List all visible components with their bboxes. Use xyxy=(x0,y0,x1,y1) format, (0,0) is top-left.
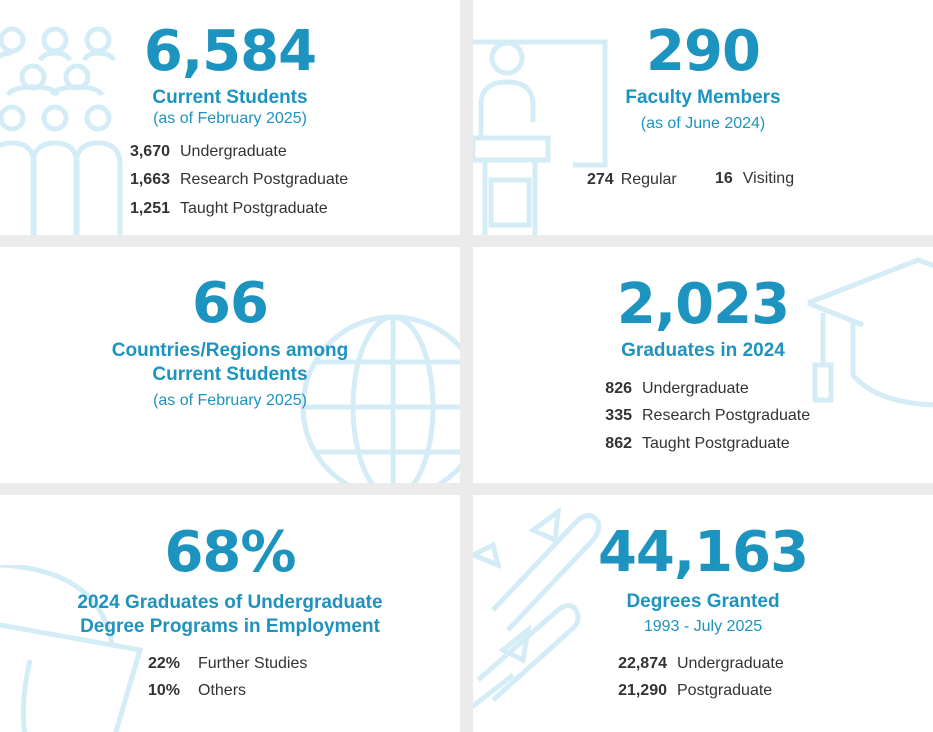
breakdown-number: 335 xyxy=(605,407,632,424)
breakdown-number: 16 xyxy=(715,170,733,187)
list-item: 1,251 Taught Postgraduate xyxy=(120,200,328,218)
list-item: 3,670 Undergraduate xyxy=(120,143,287,161)
breakdown-number: 826 xyxy=(605,380,632,397)
degrees-note: 1993 - July 2025 xyxy=(643,618,763,635)
breakdown-number: 21,290 xyxy=(618,682,667,699)
list-item: 826 Undergraduate xyxy=(600,380,749,398)
list-item: 10% Others xyxy=(148,682,246,700)
faculty-members-note: (as of June 2024) xyxy=(640,115,766,132)
list-item: 16 Visiting xyxy=(715,170,794,188)
breakdown-number: 3,670 xyxy=(129,143,170,160)
current-students-title: Current Students xyxy=(152,87,308,108)
list-item: 1,663 Research Postgraduate xyxy=(120,171,348,189)
breakdown-label: Undergraduate xyxy=(677,655,784,672)
breakdown-label: Undergraduate xyxy=(642,380,749,397)
card-countries-regions: 66 Countries/Regions among Current Stude… xyxy=(0,247,460,483)
graduates-value: 2,023 xyxy=(616,272,790,337)
card-faculty-members: 290 Faculty Members (as of June 2024) 27… xyxy=(473,0,933,235)
current-students-note: (as of February 2025) xyxy=(153,110,307,127)
list-item: 22,874 Undergraduate xyxy=(611,655,784,673)
breakdown-number: 274 xyxy=(587,171,614,188)
breakdown-label: Others xyxy=(198,682,247,699)
breakdown-number: 1,251 xyxy=(129,200,170,217)
breakdown-label: Regular xyxy=(620,171,677,188)
faculty-members-value: 290 xyxy=(646,19,761,84)
card-graduates-2024: 2,023 Graduates in 2024 826 Undergraduate… xyxy=(473,247,933,483)
breakdown-label: Research Postgraduate xyxy=(180,171,349,188)
list-item: 274 Regular xyxy=(587,171,677,189)
graduates-title: Graduates in 2024 xyxy=(621,340,785,361)
degrees-value: 44,163 xyxy=(597,520,809,585)
list-item: 21,290 Postgraduate xyxy=(611,682,772,700)
employment-title-line2: Degree Programs in Employment xyxy=(80,616,380,637)
breakdown-number: 22% xyxy=(148,655,181,672)
breakdown-number: 862 xyxy=(605,435,632,452)
employment-value: 68% xyxy=(164,520,296,585)
list-item: 22% Further Studies xyxy=(148,655,307,673)
countries-value: 66 xyxy=(192,271,269,336)
employment-title-line1: 2024 Graduates of Undergraduate xyxy=(77,592,383,613)
breakdown-label: Visiting xyxy=(742,170,795,187)
breakdown-label: Undergraduate xyxy=(180,143,287,160)
degrees-title: Degrees Granted xyxy=(626,591,780,612)
breakdown-number: 10% xyxy=(148,682,181,699)
countries-note: (as of February 2025) xyxy=(153,392,307,409)
card-current-students: 6,584 Current Students (as of February 2… xyxy=(0,0,460,235)
breakdown-number: 22,874 xyxy=(618,655,667,672)
faculty-members-title: Faculty Members xyxy=(625,87,781,108)
breakdown-label: Taught Postgraduate xyxy=(642,435,790,452)
breakdown-number: 1,663 xyxy=(129,171,170,188)
breakdown-label: Research Postgraduate xyxy=(642,407,811,424)
breakdown-label: Further Studies xyxy=(198,655,308,672)
list-item: 335 Research Postgraduate xyxy=(600,407,810,425)
countries-title-line1: Countries/Regions among xyxy=(111,340,349,361)
current-students-value: 6,584 xyxy=(143,19,317,84)
breakdown-label: Taught Postgraduate xyxy=(180,200,328,217)
card-degrees-granted: 44,163 Degrees Granted 1993 - July 2025 … xyxy=(473,495,933,732)
countries-title-line2: Current Students xyxy=(152,364,308,385)
card-graduate-employment: 68% 2024 Graduates of Undergraduate Degr… xyxy=(0,495,460,732)
list-item: 862 Taught Postgraduate xyxy=(600,435,790,453)
breakdown-label: Postgraduate xyxy=(677,682,773,699)
